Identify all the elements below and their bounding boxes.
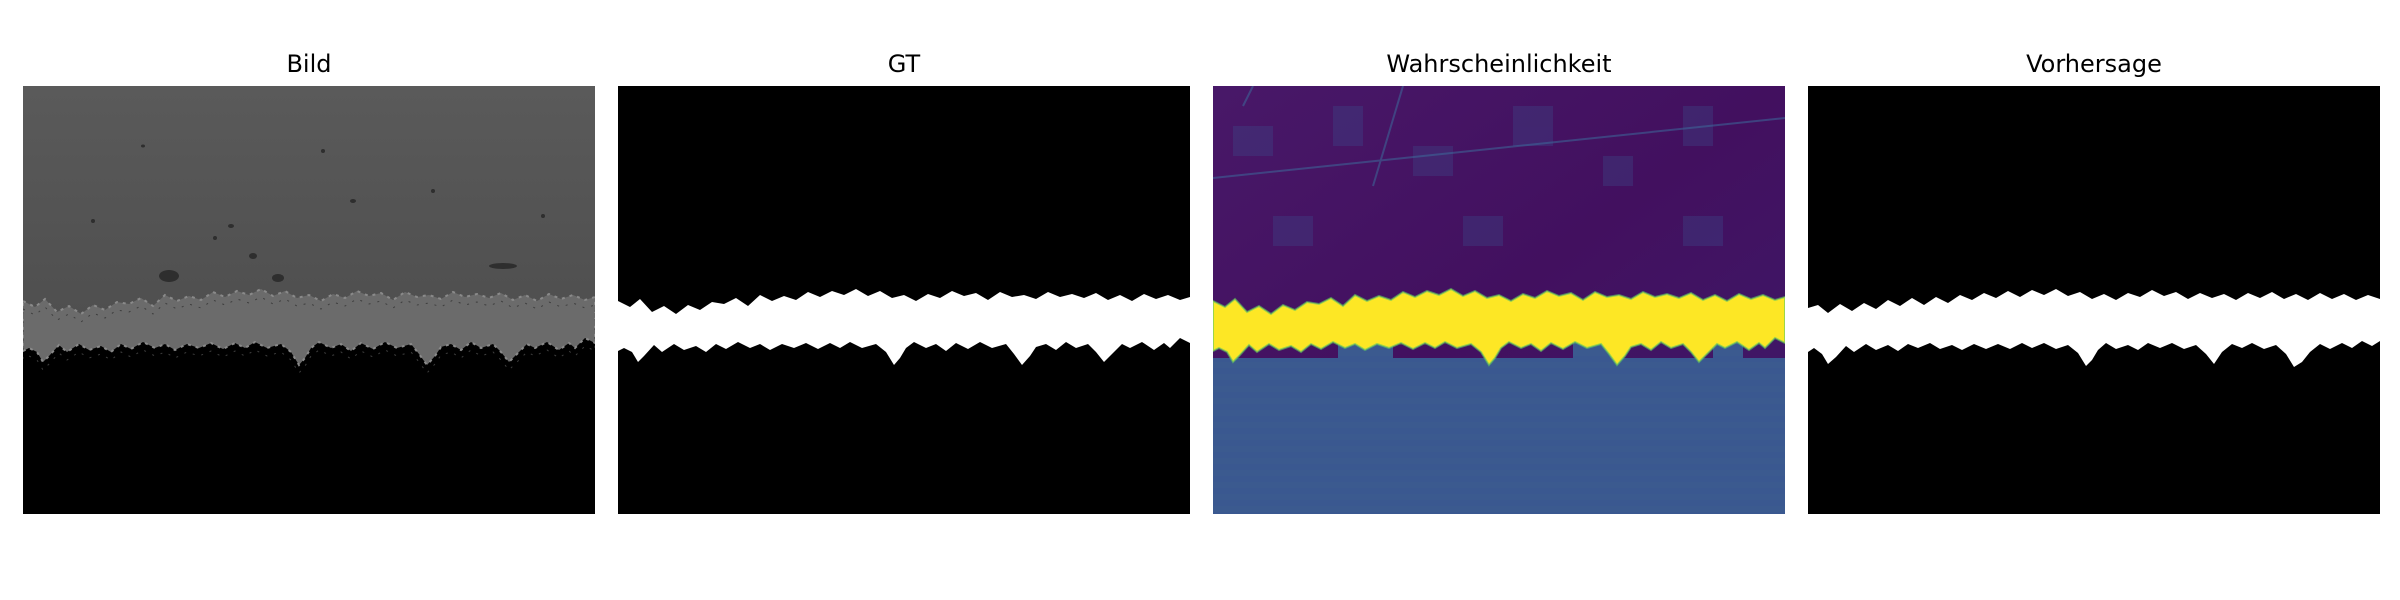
- panel-gt: GT: [618, 0, 1190, 600]
- image-gt: [618, 86, 1190, 514]
- panel-title-vorhersage: Vorhersage: [2026, 50, 2162, 78]
- panel-vorhersage: Vorhersage: [1808, 0, 2380, 600]
- image-vorhersage: [1808, 86, 2380, 514]
- panel-wahrscheinlichkeit: Wahrscheinlichkeit: [1213, 0, 1785, 600]
- panel-title-bild: Bild: [286, 50, 332, 78]
- image-bild: [23, 86, 595, 514]
- panel-title-wahrscheinlichkeit: Wahrscheinlichkeit: [1386, 50, 1612, 78]
- panel-bild: Bild: [23, 0, 595, 600]
- image-wahrscheinlichkeit: [1213, 86, 1785, 514]
- panel-title-gt: GT: [887, 50, 921, 78]
